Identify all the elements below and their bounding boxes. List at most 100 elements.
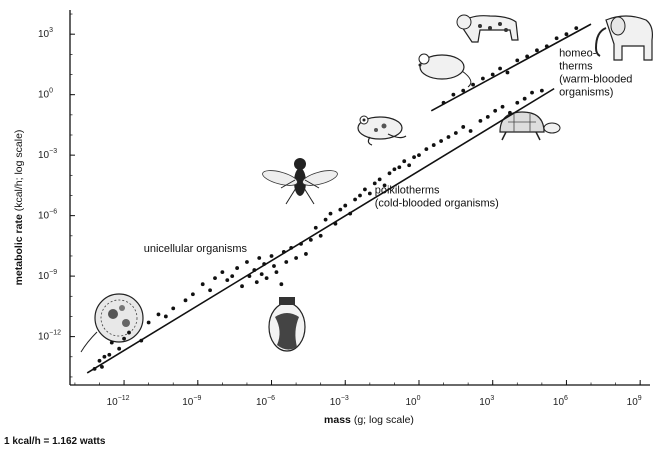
- frog-icon: [357, 115, 407, 146]
- data-point: [100, 364, 104, 369]
- data-point: [220, 270, 225, 274]
- data-point: [407, 163, 412, 168]
- x-tick-label: 100: [405, 395, 420, 408]
- organism-illustrations: [80, 14, 653, 353]
- data-point: [461, 125, 466, 129]
- annotation-homeotherms: homeo-therms (warm-blooded organisms): [559, 47, 632, 98]
- data-point: [225, 278, 230, 283]
- data-point: [107, 352, 112, 357]
- data-point: [338, 207, 343, 212]
- data-point: [539, 88, 544, 93]
- annotation-unicellular: unicellular organisms: [144, 243, 248, 255]
- data-point: [333, 221, 338, 226]
- data-point: [245, 260, 249, 264]
- data-point: [289, 246, 294, 250]
- data-point: [490, 72, 495, 77]
- data-point: [358, 193, 362, 198]
- data-point: [264, 276, 269, 281]
- data-point: [500, 104, 505, 109]
- data-point: [343, 203, 348, 208]
- data-point: [304, 252, 308, 256]
- y-tick-label: 103: [38, 27, 53, 40]
- data-point: [272, 264, 276, 268]
- fit-line-homeotherms: [430, 23, 592, 112]
- x-tick-label: 10−12: [107, 395, 130, 408]
- data-point: [485, 114, 490, 119]
- data-point: [468, 129, 473, 133]
- data-point: [431, 143, 436, 147]
- data-point: [392, 167, 397, 172]
- data-points: [92, 26, 579, 371]
- data-point: [412, 155, 416, 160]
- data-point: [372, 181, 377, 186]
- data-point: [252, 268, 257, 272]
- data-point: [323, 217, 328, 222]
- data-point: [102, 354, 107, 359]
- data-point: [109, 340, 114, 345]
- data-point: [230, 274, 235, 279]
- x-tick-label: 10−9: [182, 395, 201, 408]
- leopard-icon: [456, 14, 519, 43]
- data-point: [279, 282, 284, 287]
- y-axis-title: metabolic rate (kcal/h; log scale): [13, 130, 25, 286]
- data-point: [200, 282, 205, 287]
- data-point: [308, 237, 313, 242]
- data-point: [259, 272, 264, 277]
- data-point: [97, 358, 102, 363]
- data-point: [348, 211, 353, 216]
- data-point: [478, 118, 483, 123]
- axes: 10−12 10−9 10−6 10−3 100 103 106 109 103 100 10−3 1…: [13, 10, 650, 426]
- data-point: [387, 171, 392, 176]
- data-point: [213, 276, 217, 281]
- fit-line-unicellular-poikilotherms: [86, 87, 555, 374]
- data-point: [363, 187, 367, 192]
- data-point: [318, 233, 323, 238]
- data-point: [397, 165, 402, 170]
- data-point: [522, 96, 527, 101]
- data-point: [451, 92, 456, 97]
- y-tick-label: 10−9: [38, 269, 57, 282]
- data-point: [508, 110, 512, 115]
- data-point: [535, 48, 539, 53]
- data-point: [163, 314, 168, 319]
- data-point: [139, 338, 144, 343]
- data-point: [377, 177, 382, 182]
- data-point: [480, 76, 485, 81]
- data-point: [453, 131, 458, 135]
- data-point: [424, 147, 429, 152]
- data-point: [156, 312, 161, 317]
- data-point: [505, 70, 510, 75]
- data-point: [515, 100, 520, 105]
- data-point: [471, 82, 475, 87]
- data-point: [544, 44, 549, 49]
- data-point: [367, 191, 372, 196]
- data-point: [493, 108, 498, 113]
- data-point: [564, 32, 569, 37]
- y-tick-label: 10−6: [38, 209, 57, 222]
- data-point: [281, 250, 286, 254]
- y-tick-label: 100: [38, 88, 53, 101]
- data-point: [183, 298, 188, 303]
- data-point: [439, 139, 444, 143]
- data-point: [235, 266, 240, 270]
- data-point: [127, 330, 131, 335]
- data-point: [461, 88, 466, 93]
- x-tick-label: 103: [479, 395, 494, 408]
- annotation-poikilotherms: poikilotherms (cold-blooded organisms): [375, 184, 499, 209]
- turtle-icon: [499, 111, 561, 141]
- x-tick-label: 10−6: [256, 395, 275, 408]
- elephant-icon: [594, 15, 653, 61]
- fit-lines: [86, 23, 592, 374]
- data-point: [190, 292, 195, 297]
- data-point: [274, 270, 279, 274]
- data-point: [353, 197, 357, 202]
- data-point: [257, 256, 262, 260]
- data-point: [240, 284, 244, 289]
- x-axis-title: mass (g; log scale): [324, 414, 414, 426]
- y-tick-label: 10−3: [38, 148, 57, 161]
- data-point: [525, 54, 530, 59]
- data-point: [530, 90, 534, 95]
- data-point: [554, 36, 559, 41]
- fly-icon: [262, 158, 338, 205]
